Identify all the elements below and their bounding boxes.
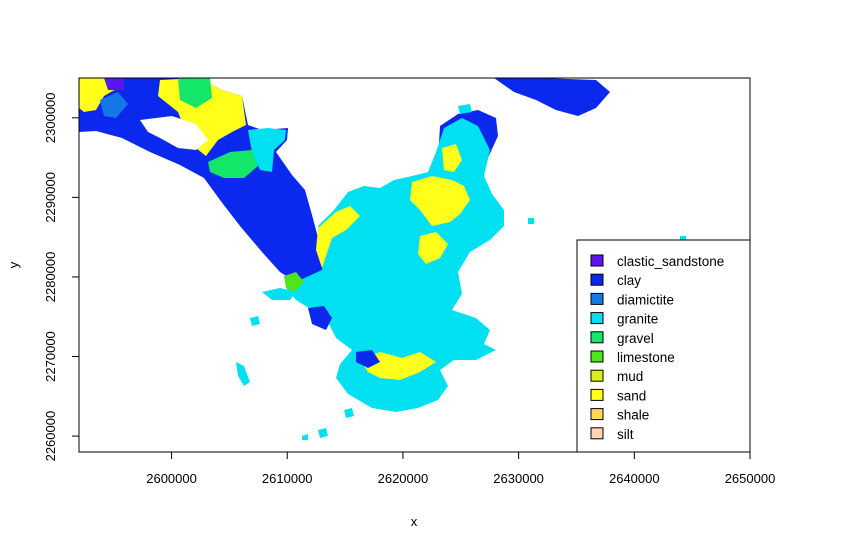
legend-swatch xyxy=(590,331,604,344)
granite-islet-4 xyxy=(302,434,308,440)
x-tick-label: 2630000 xyxy=(493,471,544,486)
x-tick-label: 2650000 xyxy=(725,471,776,486)
legend-swatch xyxy=(590,408,604,421)
gravel-region-central-north xyxy=(208,150,258,178)
legend-label: granite xyxy=(617,312,658,327)
mud-region-peninsula-south xyxy=(360,352,436,380)
granite-islet-1 xyxy=(236,362,250,386)
white-inlet-northwest xyxy=(140,116,208,150)
y-tick-label: 2260000 xyxy=(43,411,58,462)
granite-region-west-spit xyxy=(262,288,296,300)
granite-islet-7 xyxy=(344,408,354,418)
legend-label: clastic_sandstone xyxy=(617,254,724,269)
x-tick-label: 2610000 xyxy=(262,471,313,486)
legend-label: sand xyxy=(617,388,646,403)
y-tick-label: 2300000 xyxy=(43,92,58,143)
granite-islet-5 xyxy=(528,218,534,224)
granite-islet-3 xyxy=(318,428,328,438)
granite-region-north-islet xyxy=(458,104,472,114)
diamictite-region-northwest xyxy=(100,92,128,118)
legend-swatch xyxy=(590,388,604,401)
y-tick-label: 2280000 xyxy=(43,252,58,303)
x-tick-label: 2600000 xyxy=(146,471,197,486)
legend-swatch xyxy=(590,254,604,267)
clay-region-south xyxy=(356,350,380,368)
clastic-sandstone-region xyxy=(104,78,124,90)
legend-swatch xyxy=(590,312,604,325)
legend-swatch xyxy=(590,369,604,382)
y-tick-label: 2270000 xyxy=(43,331,58,382)
y-tick-label: 2290000 xyxy=(43,172,58,223)
legend-label: mud xyxy=(617,369,643,384)
legend-swatch xyxy=(590,427,604,440)
legend-label: silt xyxy=(617,427,634,442)
x-axis: 2600000 2610000 2620000 2630000 2640000 26500… xyxy=(146,452,775,486)
map-polygons xyxy=(79,78,686,440)
legend-swatch xyxy=(590,350,604,363)
limestone-region-west xyxy=(284,272,304,292)
legend-label: clay xyxy=(617,273,641,288)
sand-region-peninsula-northeast xyxy=(442,144,462,172)
legend-label: shale xyxy=(617,408,649,423)
legend-label: limestone xyxy=(617,350,675,365)
legend-label: diamictite xyxy=(617,292,674,307)
sand-region-peninsula-north xyxy=(410,176,470,226)
x-tick-label: 2620000 xyxy=(378,471,429,486)
y-axis: 2260000 2270000 2280000 2290000 2300000 xyxy=(43,92,79,461)
clay-region-northeast xyxy=(494,78,610,116)
legend-swatch xyxy=(590,292,604,305)
legend-box xyxy=(576,239,751,453)
legend-swatch xyxy=(590,273,604,286)
x-axis-title: x xyxy=(411,514,418,529)
sand-region-peninsula-mid xyxy=(418,232,448,264)
x-tick-label: 2640000 xyxy=(609,471,660,486)
legend-label: gravel xyxy=(617,331,654,346)
granite-region-northwest xyxy=(248,128,286,172)
y-axis-title: y xyxy=(6,261,21,268)
sand-region-peninsula-west xyxy=(316,206,360,268)
clay-region-southwest xyxy=(308,306,332,330)
granite-islet-2 xyxy=(250,316,260,326)
gravel-region-northwest xyxy=(178,78,212,108)
